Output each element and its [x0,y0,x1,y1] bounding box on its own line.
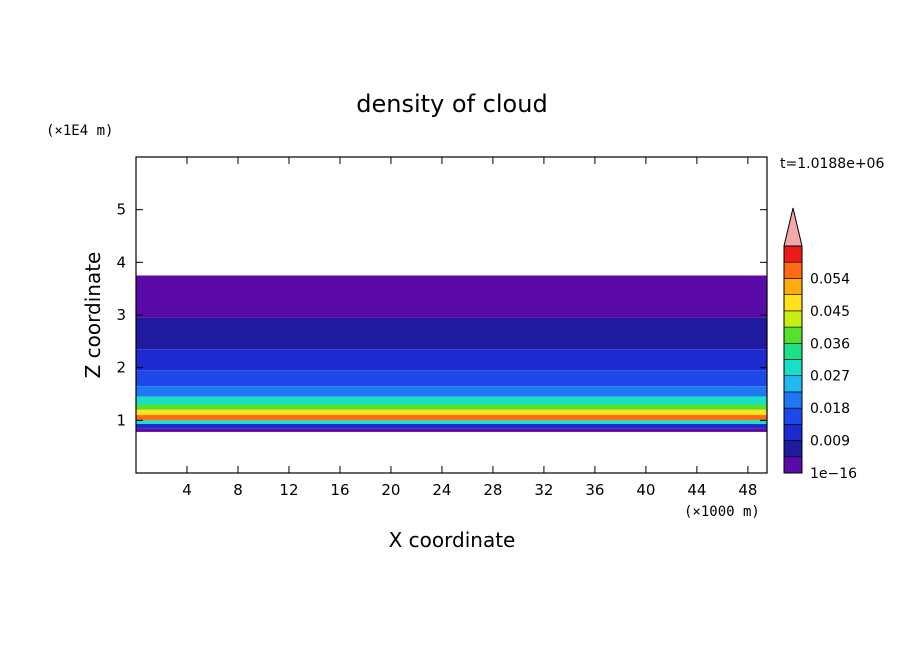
colorbar-swatch [783,375,803,393]
y-unit-label: (×1E4 m) [46,123,113,139]
density-layer [136,420,767,425]
colorbar-swatch [783,294,803,312]
colorbar-tick-label: 0.009 [810,434,850,450]
density-layer [136,275,767,318]
colorbar-swatch [783,261,803,279]
y-tick-label: 1 [116,411,126,429]
density-layer [136,409,767,416]
density-layer [136,424,767,429]
colorbar-swatch [783,359,803,377]
density-layer [136,317,767,350]
y-axis-label: Z coordinate [81,252,105,379]
colorbar-swatch [783,424,803,441]
density-layer [136,415,767,421]
colorbar-tick-label: 0.027 [810,369,850,385]
time-label: t=1.0188e+06 [780,156,884,172]
y-tick-label: 5 [116,201,126,219]
x-tick-label: 48 [738,481,757,499]
x-axis-ticks: 4 8 12 16 20 24 28 32 36 40 44 48 [182,157,757,499]
colorbar-swatch [783,310,803,328]
x-tick-label: 24 [432,481,451,499]
x-tick-label: 20 [381,481,400,499]
x-tick-label: 32 [534,481,553,499]
y-tick-label: 3 [116,306,126,324]
x-tick-label: 16 [330,481,349,499]
density-layer [136,370,767,387]
x-tick-label: 4 [182,481,192,499]
x-axis-label: X coordinate [389,528,516,552]
density-layer [136,386,767,397]
density-layer [136,428,767,432]
colorbar-overflow-arrow [783,207,803,247]
x-tick-label: 36 [585,481,604,499]
colorbar-swatch [783,342,803,360]
x-tick-label: 40 [636,481,655,499]
colorbar-tick-label: 0.045 [810,304,850,320]
x-tick-label: 44 [687,481,706,499]
colorbar-swatch [783,326,803,344]
colorbar-tick-label: 0.036 [810,336,850,352]
y-tick-label: 4 [116,253,126,271]
colorbar-swatch [783,440,803,458]
colorbar-swatch [783,391,803,409]
x-tick-label: 8 [233,481,243,499]
y-tick-label: 2 [116,359,126,377]
colorbar-swatch [783,245,803,263]
x-tick-label: 28 [483,481,502,499]
chart-title: density of cloud [356,90,547,118]
colorbar-swatch [783,278,803,295]
colorbar-swatch [783,456,803,474]
x-unit-label: (×1000 m) [684,504,760,520]
y-axis-ticks: 1 2 3 4 5 [116,201,767,429]
density-layer [136,349,767,371]
colorbar-tick-label: 0.054 [810,271,850,287]
x-tick-label: 12 [279,481,298,499]
density-layer [136,404,767,410]
colorbar-tick-label: 0.018 [810,401,850,417]
density-field [136,275,767,432]
colorbar-tick-label: 1e−16 [810,466,857,482]
colorbar-swatch [783,407,803,425]
density-layer [136,396,767,405]
colorbar: 1e−16 0.009 0.018 0.027 0.036 0.045 0.054 [783,207,857,482]
